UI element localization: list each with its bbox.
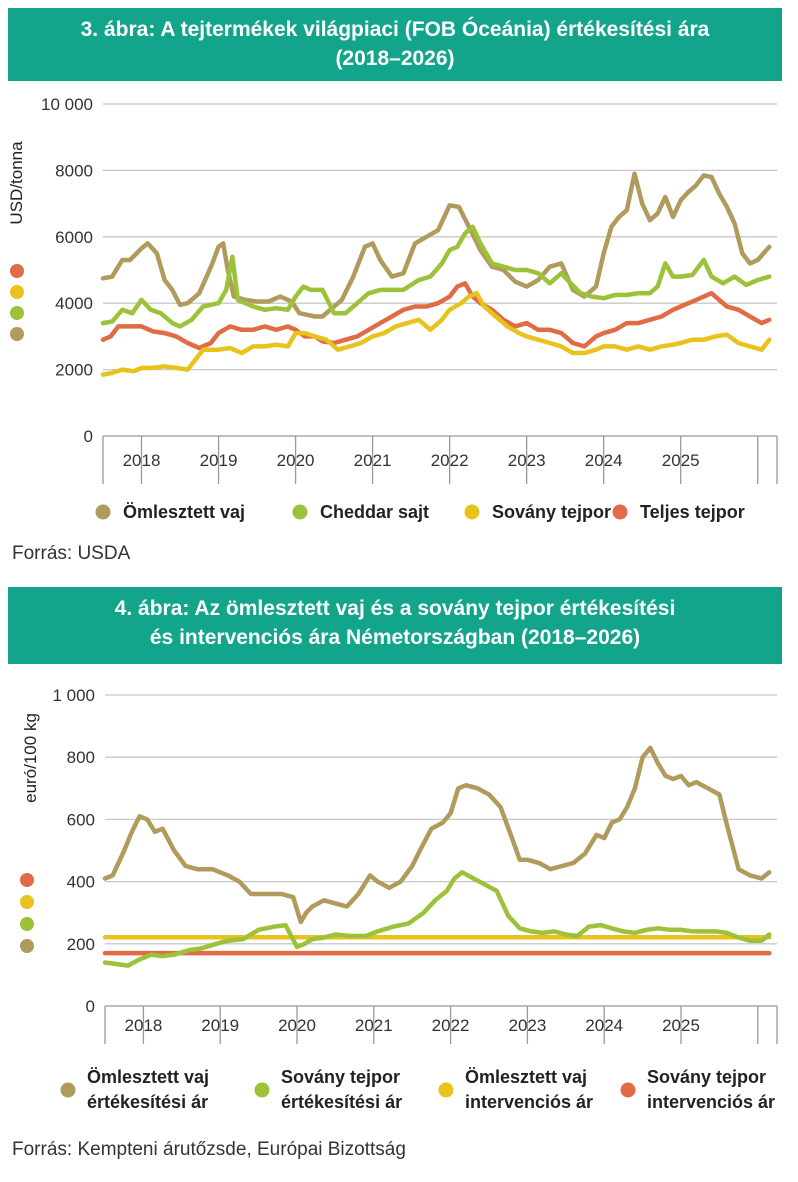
legend-label: intervenciós ár xyxy=(465,1092,593,1112)
legend-marker xyxy=(620,1082,636,1098)
x-tick-label: 2019 xyxy=(201,1016,239,1035)
x-tick-label: 2024 xyxy=(585,1016,623,1035)
series-line-2 xyxy=(100,224,772,329)
series-line-1 xyxy=(102,745,772,925)
legend-label: értékesítési ár xyxy=(87,1092,208,1112)
axis-color-dot xyxy=(20,939,34,953)
axis-color-dot xyxy=(10,285,24,299)
x-tick-label: 2025 xyxy=(662,451,700,470)
legend-label: Ömlesztett vaj xyxy=(465,1067,587,1087)
x-tick-label: 2019 xyxy=(200,451,238,470)
legend-marker xyxy=(254,1082,270,1098)
legend-item: Cheddar sajt xyxy=(292,502,429,522)
legend-marker xyxy=(464,504,480,520)
chart-2-title: 4. ábra: Az ömlesztett vaj és a sovány t… xyxy=(8,587,782,664)
legend-marker xyxy=(292,504,308,520)
legend-item: Sovány tejpor intervenciós ár xyxy=(620,1067,775,1112)
x-tick-label: 2025 xyxy=(662,1016,700,1035)
x-tick-label: 2021 xyxy=(355,1016,393,1035)
legend-label: Sovány tejpor xyxy=(281,1067,400,1087)
chart-2-title-line-2: és intervenciós ára Németországban (2018… xyxy=(149,626,641,649)
x-tick-label: 2020 xyxy=(278,1016,316,1035)
chart-2: euró/100 kg 0 200 400 600 800 1 000 2018 2019 2… xyxy=(20,686,778,1112)
legend-item: Sovány tejpor értékesítési ár xyxy=(254,1067,402,1112)
y-tick-label: 200 xyxy=(67,935,95,954)
y-tick-label: 800 xyxy=(67,748,95,767)
x-tick-label: 2024 xyxy=(585,451,623,470)
axis-color-dot xyxy=(10,306,24,320)
x-tick-label: 2022 xyxy=(432,1016,470,1035)
series-line-3 xyxy=(100,290,772,377)
chart-1-y-axis-label: USD/tonna xyxy=(7,141,26,225)
y-tick-label: 400 xyxy=(67,873,95,892)
axis-color-dot xyxy=(20,917,34,931)
series-line-1 xyxy=(100,171,772,319)
x-tick-label: 2023 xyxy=(508,1016,546,1035)
axis-color-dot xyxy=(20,873,34,887)
legend-marker xyxy=(95,504,111,520)
y-tick-label: 1 000 xyxy=(52,686,95,705)
y-tick-label: 0 xyxy=(86,997,95,1016)
y-tick-label: 10 000 xyxy=(41,95,93,114)
legend-marker xyxy=(60,1082,76,1098)
legend-label: Ömlesztett vaj xyxy=(87,1067,209,1087)
series-line-2 xyxy=(102,870,772,968)
x-tick-label: 2021 xyxy=(354,451,392,470)
legend-item: Sovány tejpor xyxy=(464,502,611,522)
chart-2-source: Forrás: Kempteni árutőzsde, Európai Bizo… xyxy=(12,1139,406,1160)
y-tick-label: 4000 xyxy=(55,294,93,313)
legend-item: Teljes tejpor xyxy=(612,502,745,522)
legend-label: értékesítési ár xyxy=(281,1092,402,1112)
x-tick-label: 2018 xyxy=(123,451,161,470)
legend-item: Ömlesztett vaj xyxy=(95,502,245,522)
legend-label: intervenciós ár xyxy=(647,1092,775,1112)
legend-label: Ömlesztett vaj xyxy=(123,502,245,522)
chart-1-title-line-2: (2018–2026) xyxy=(335,47,455,70)
y-tick-label: 600 xyxy=(67,810,95,829)
x-tick-label: 2023 xyxy=(508,451,546,470)
x-tick-label: 2018 xyxy=(124,1016,162,1035)
chart-1-source: Forrás: USDA xyxy=(12,543,131,564)
chart-1: USD/tonna 0 2000 4000 6000 8000 10 000 2018 20… xyxy=(7,95,778,522)
y-tick-label: 8000 xyxy=(55,161,93,180)
axis-color-dot xyxy=(20,895,34,909)
y-tick-label: 0 xyxy=(84,427,93,446)
x-tick-label: 2022 xyxy=(431,451,469,470)
y-tick-label: 6000 xyxy=(55,228,93,247)
legend-label: Teljes tejpor xyxy=(640,502,745,522)
y-tick-label: 2000 xyxy=(55,361,93,380)
legend-marker xyxy=(612,504,628,520)
chart-1-title-line-1: 3. ábra: A tejtermékek világpiaci (FOB Ó… xyxy=(80,18,710,41)
legend-label: Cheddar sajt xyxy=(320,502,429,522)
legend-label: Sovány tejpor xyxy=(492,502,611,522)
legend-label: Sovány tejpor xyxy=(647,1067,766,1087)
chart-2-y-axis-label: euró/100 kg xyxy=(21,713,40,803)
legend-item: Ömlesztett vaj értékesítési ár xyxy=(60,1067,209,1112)
chart-2-title-line-1: 4. ábra: Az ömlesztett vaj és a sovány t… xyxy=(114,597,676,620)
axis-color-dot xyxy=(10,327,24,341)
axis-color-dot xyxy=(10,264,24,278)
series-line-4 xyxy=(100,281,772,351)
legend-item: Ömlesztett vaj intervenciós ár xyxy=(438,1067,593,1112)
legend-marker xyxy=(438,1082,454,1098)
x-tick-label: 2020 xyxy=(277,451,315,470)
chart-1-title: 3. ábra: A tejtermékek világpiaci (FOB Ó… xyxy=(8,8,782,81)
